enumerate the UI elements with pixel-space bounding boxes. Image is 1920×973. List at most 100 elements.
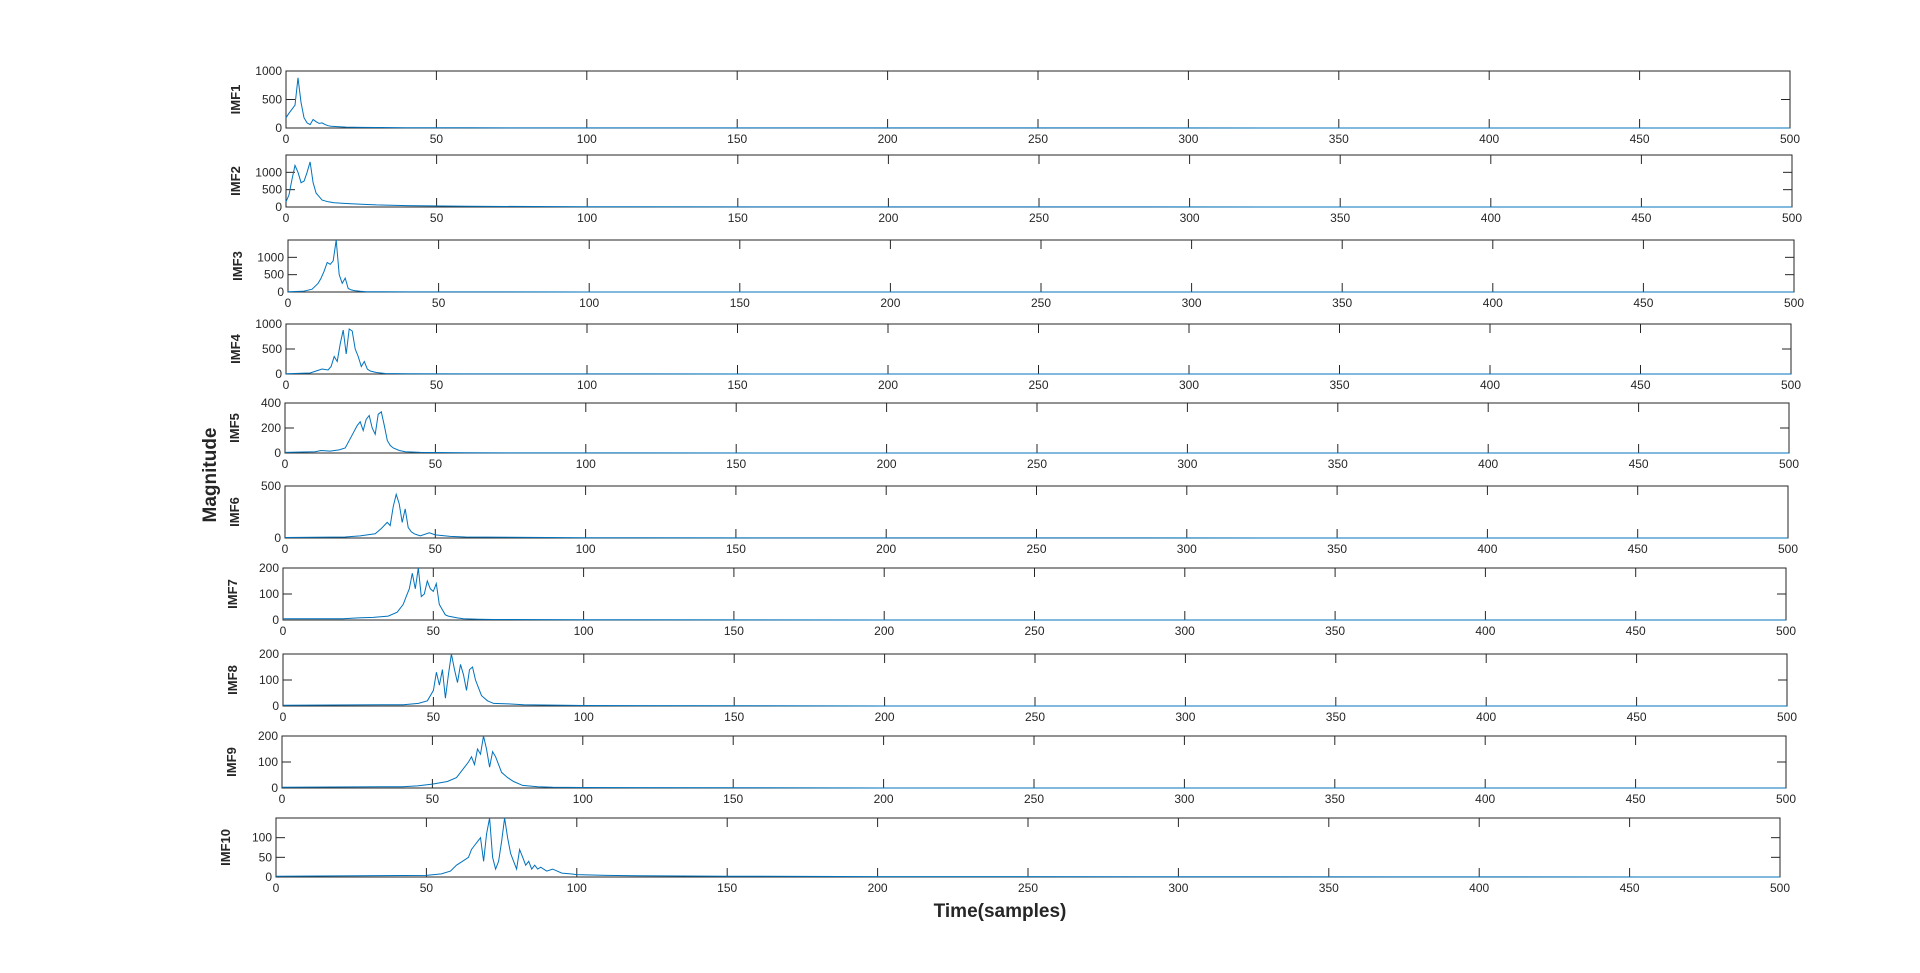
imf-subplot: 0 50 100 150 200 250 300 350 400 450 50005001000IM… (228, 317, 1801, 392)
x-tick-label: 50 (426, 792, 440, 806)
y-tick-label: 100 (259, 587, 279, 601)
y-tick-label: 500 (261, 479, 281, 493)
y-tick-label: 200 (259, 561, 279, 575)
x-tick-label: 0 (283, 132, 290, 146)
series-line (287, 239, 1794, 293)
x-tick-label: 200 (878, 378, 898, 392)
x-tick-label: 400 (1475, 792, 1495, 806)
x-tick-label: 150 (723, 792, 743, 806)
x-tick-label: 350 (1329, 378, 1349, 392)
x-tick-label: 350 (1325, 624, 1345, 638)
x-tick-label: 150 (724, 624, 744, 638)
x-tick-label: 50 (430, 132, 444, 146)
x-tick-label: 450 (1629, 457, 1649, 471)
y-tick-label: 500 (262, 183, 282, 197)
y-tick-label: 0 (272, 613, 279, 627)
x-tick-label: 350 (1319, 881, 1339, 895)
subplot-ylabel: IMF1 (228, 85, 243, 115)
x-tick-label: 350 (1329, 132, 1349, 146)
x-tick-label: 150 (728, 211, 748, 225)
x-tick-label: 150 (726, 457, 746, 471)
series-line (285, 328, 1791, 375)
x-tick-label: 300 (1177, 542, 1197, 556)
subplot-ylabel: IMF5 (227, 413, 242, 443)
x-tick-label: 400 (1483, 296, 1503, 310)
x-tick-label: 200 (876, 542, 896, 556)
y-tick-label: 0 (272, 699, 279, 713)
x-tick-label: 400 (1479, 132, 1499, 146)
y-tick-label: 200 (261, 421, 281, 435)
x-tick-label: 100 (573, 792, 593, 806)
imf-subplot: 0 50 100 150 200 250 300 350 400 450 50005001000IM… (228, 64, 1800, 146)
series-line (284, 410, 1789, 454)
y-tick-label: 1000 (255, 317, 282, 331)
x-tick-label: 450 (1630, 132, 1650, 146)
x-tick-label: 350 (1326, 710, 1346, 724)
x-tick-label: 300 (1182, 296, 1202, 310)
y-tick-label: 0 (274, 531, 281, 545)
x-tick-label: 250 (1027, 457, 1047, 471)
series-line (285, 77, 1791, 129)
x-tick-label: 50 (429, 457, 443, 471)
x-tick-label: 100 (567, 881, 587, 895)
x-tick-label: 0 (279, 792, 286, 806)
y-tick-label: 500 (264, 268, 284, 282)
figure-ylabel: Magnitude (200, 428, 221, 523)
imf-subplot: 0 50 100 150 200 250 300 350 400 450 500 0 100 200 IMF… (225, 647, 1797, 724)
x-tick-label: 0 (280, 710, 287, 724)
x-tick-label: 400 (1469, 881, 1489, 895)
x-tick-label: 200 (880, 296, 900, 310)
x-tick-label: 500 (1777, 710, 1797, 724)
y-tick-label: 0 (275, 367, 282, 381)
x-tick-label: 0 (283, 378, 290, 392)
x-tick-label: 150 (717, 881, 737, 895)
x-tick-label: 100 (576, 457, 596, 471)
x-tick-label: 250 (1018, 881, 1038, 895)
y-tick-label: 0 (271, 781, 278, 795)
x-tick-label: 200 (878, 132, 898, 146)
series-line (275, 817, 1781, 878)
x-tick-label: 0 (282, 457, 289, 471)
series-line (281, 735, 1786, 789)
x-tick-label: 400 (1478, 457, 1498, 471)
series-line (282, 653, 1787, 707)
subplot-ylabel: IMF3 (230, 251, 245, 281)
imf-subplot: 0 50 100 150 200 250 300 350 400 450 50005001000IM… (230, 239, 1804, 310)
x-tick-label: 0 (285, 296, 292, 310)
x-tick-label: 350 (1332, 296, 1352, 310)
imf-subplot: 0 50 100 150 200 250 300 350 400 450 500 0 100 200 IMF… (224, 729, 1796, 806)
x-tick-label: 300 (1174, 792, 1194, 806)
x-tick-label: 400 (1477, 542, 1497, 556)
y-tick-label: 400 (261, 396, 281, 410)
x-tick-label: 0 (283, 211, 290, 225)
x-tick-label: 250 (1031, 296, 1051, 310)
y-tick-label: 500 (262, 93, 282, 107)
x-tick-label: 50 (432, 296, 446, 310)
x-tick-label: 100 (574, 710, 594, 724)
x-tick-label: 200 (875, 710, 895, 724)
series-line (283, 567, 1786, 621)
x-tick-label: 300 (1180, 211, 1200, 225)
x-tick-label: 300 (1179, 378, 1199, 392)
x-tick-label: 300 (1178, 132, 1198, 146)
x-tick-label: 100 (579, 296, 599, 310)
x-tick-label: 450 (1633, 296, 1653, 310)
x-tick-label: 450 (1627, 710, 1647, 724)
x-tick-label: 100 (577, 378, 597, 392)
x-tick-label: 350 (1327, 542, 1347, 556)
y-tick-label: 100 (259, 673, 279, 687)
x-tick-label: 50 (420, 881, 434, 895)
x-tick-label: 500 (1778, 542, 1798, 556)
x-tick-label: 0 (273, 881, 280, 895)
x-tick-label: 250 (1024, 792, 1044, 806)
y-tick-label: 100 (252, 831, 272, 845)
x-tick-label: 500 (1784, 296, 1804, 310)
x-tick-label: 100 (577, 211, 597, 225)
imf-subplot: 0 50 100 150 200 250 300 350 400 450 500 0 100 200 IMF… (225, 561, 1796, 638)
x-tick-label: 300 (1177, 457, 1197, 471)
x-tick-label: 450 (1631, 211, 1651, 225)
x-tick-label: 450 (1630, 378, 1650, 392)
x-tick-label: 150 (727, 378, 747, 392)
x-tick-label: 400 (1475, 624, 1495, 638)
